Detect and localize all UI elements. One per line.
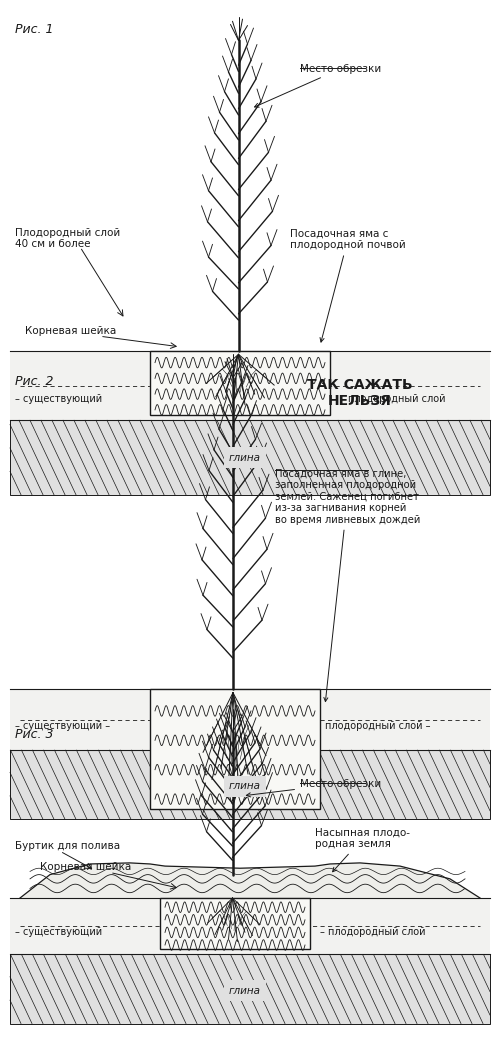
- Text: – существующий –: – существующий –: [15, 720, 110, 731]
- Polygon shape: [10, 954, 490, 1024]
- Polygon shape: [10, 750, 490, 819]
- Polygon shape: [150, 689, 320, 809]
- Polygon shape: [10, 420, 490, 495]
- Polygon shape: [150, 351, 330, 415]
- Text: Место обрезки: Место обрезки: [246, 779, 382, 797]
- Text: Плодородный слой
40 см и более: Плодородный слой 40 см и более: [15, 228, 120, 249]
- Text: Рис. 2: Рис. 2: [15, 375, 54, 387]
- Text: Посадочная яма в глине,
заполненная плодородной
землей. Саженец погибнет
из-за з: Посадочная яма в глине, заполненная плод…: [275, 468, 420, 701]
- Polygon shape: [10, 898, 490, 954]
- Text: глина: глина: [229, 781, 261, 792]
- Polygon shape: [10, 351, 490, 420]
- Text: ТАК САЖАТЬ
НЕЛЬЗЯ: ТАК САЖАТЬ НЕЛЬЗЯ: [307, 378, 413, 408]
- Polygon shape: [10, 689, 490, 750]
- Text: Посадочная яма с
плодородной почвой: Посадочная яма с плодородной почвой: [290, 229, 406, 342]
- Text: Рис. 1: Рис. 1: [15, 23, 54, 36]
- Text: – существующий: – существующий: [15, 394, 102, 404]
- Text: – плодородный слой: – плодородный слой: [320, 927, 426, 937]
- Text: – существующий: – существующий: [15, 927, 102, 937]
- Polygon shape: [160, 898, 310, 949]
- Text: Место обрезки: Место обрезки: [254, 64, 382, 107]
- Text: – плодородный слой: – плодородный слой: [340, 394, 446, 404]
- Text: Рис. 3: Рис. 3: [15, 728, 54, 741]
- Text: Корневая шейка: Корневая шейка: [40, 862, 131, 871]
- Text: Насыпная плодо-
родная земля: Насыпная плодо- родная земля: [315, 828, 410, 871]
- Text: глина: глина: [229, 452, 261, 463]
- Text: Корневая шейка: Корневая шейка: [25, 326, 116, 335]
- Text: Буртик для полива: Буртик для полива: [15, 841, 120, 850]
- Text: плодородный слой –: плодородный слой –: [325, 720, 430, 731]
- Text: глина: глина: [229, 985, 261, 996]
